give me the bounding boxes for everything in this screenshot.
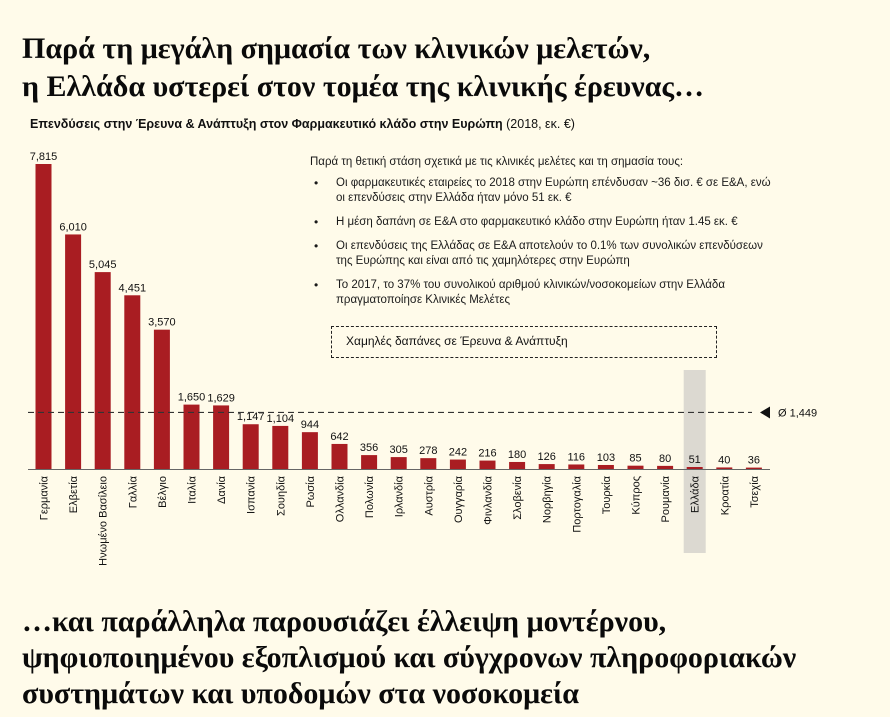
- bar: [272, 425, 289, 469]
- category-label: Βέλγιο: [157, 476, 169, 508]
- category-label: Ρουμανία: [660, 475, 672, 522]
- category-label: Ισπανία: [246, 475, 258, 514]
- category-label: Σουηδία: [275, 475, 287, 516]
- bar: [716, 467, 733, 469]
- bar-value-label: 36: [748, 455, 760, 467]
- bar: [686, 467, 703, 469]
- bar: [65, 234, 82, 469]
- category-label: Κροατία: [719, 475, 731, 515]
- bar-value-label: 40: [718, 454, 730, 466]
- bar: [449, 459, 466, 469]
- bar: [301, 432, 318, 469]
- category-label: Νορβηγία: [542, 475, 554, 523]
- bar-value-label: 216: [478, 448, 496, 460]
- category-label: Ιρλανδία: [394, 475, 406, 517]
- notes-bullet: Το 2017, το 37% του συνολικού αριθμού κλ…: [310, 278, 780, 308]
- bar-value-label: 1,629: [207, 392, 235, 404]
- bar-value-label: 85: [629, 453, 641, 465]
- notes-panel: Παρά τη θετική στάση σχετικά με τις κλιν…: [310, 155, 780, 317]
- category-label: Σλοβενία: [512, 475, 524, 519]
- category-label: Ιταλία: [187, 475, 199, 504]
- bar: [568, 464, 585, 469]
- bar-value-label: 5,045: [89, 259, 117, 271]
- category-label: Δανία: [216, 475, 228, 504]
- bar: [420, 458, 437, 469]
- bar-value-label: 278: [419, 445, 437, 457]
- headline-bottom-line-3: συστημάτων και υποδομών στα νοσοκομεία: [22, 677, 580, 710]
- headline-bottom-line-1: …και παράλληλα παρουσιάζει έλλειψη μοντέ…: [22, 605, 667, 638]
- bar-value-label: 51: [689, 454, 701, 466]
- bar: [242, 424, 259, 469]
- bar: [331, 443, 348, 469]
- chart-title: Επενδύσεις στην Έρευνα & Ανάπτυξη στον Φ…: [30, 117, 575, 131]
- category-label: Γερμανία: [39, 475, 51, 520]
- category-label: Ουγγαρία: [453, 475, 465, 523]
- notes-bullet: Οι φαρμακευτικές εταιρείες το 2018 στην …: [310, 176, 780, 206]
- bar: [657, 465, 674, 469]
- headline-top-line-2: η Ελλάδα υστερεί στον τομέα της κλινικής…: [22, 70, 705, 103]
- category-label: Ελβετία: [68, 475, 80, 513]
- bar-value-label: 1,147: [237, 411, 265, 423]
- bar: [538, 464, 555, 469]
- average-label: Ø 1,449: [778, 407, 817, 419]
- category-label: Πορτογαλία: [571, 475, 583, 532]
- category-label: Ηνωμένο Βασίλειο: [98, 476, 110, 566]
- bar: [597, 464, 614, 469]
- notes-bullet: Η μέση δαπάνη σε Ε&Α στο φαρμακευτικό κλ…: [310, 215, 780, 230]
- bar: [627, 465, 644, 469]
- category-label: Ελλάδα: [690, 475, 702, 513]
- bar-value-label: 80: [659, 453, 671, 465]
- bar-value-label: 1,104: [267, 413, 295, 425]
- bar-value-label: 126: [538, 451, 556, 463]
- category-label: Ολλανδία: [335, 475, 347, 522]
- bar-value-label: 356: [360, 442, 378, 454]
- average-marker: [760, 406, 770, 419]
- category-label: Φινλανδία: [483, 475, 495, 524]
- notes-intro: Παρά τη θετική στάση σχετικά με τις κλιν…: [310, 156, 684, 168]
- bar-value-label: 944: [301, 419, 319, 431]
- bar: [361, 455, 378, 469]
- bar-value-label: 642: [330, 431, 348, 443]
- bar-value-label: 3,570: [148, 317, 176, 329]
- callout-box: Χαμηλές δαπάνες σε Έρευνα & Ανάπτυξη: [331, 326, 717, 358]
- category-label: Κύπρος: [631, 476, 643, 515]
- category-label: Πολωνία: [364, 475, 376, 518]
- bar: [213, 405, 230, 469]
- chart-title-main: Επενδύσεις στην Έρευνα & Ανάπτυξη στον Φ…: [30, 117, 503, 131]
- bar-value-label: 7,815: [30, 151, 58, 163]
- category-label: Ρωσία: [305, 475, 317, 507]
- highlight-band: [683, 370, 706, 553]
- bar: [153, 329, 170, 469]
- bar: [509, 461, 526, 469]
- bar-value-label: 242: [449, 447, 467, 459]
- headline-bottom-line-2: ψηφιοποιημένου εξοπλισμού και σύγχρονων …: [22, 641, 797, 674]
- notes-bullet: Οι επενδύσεις της Ελλάδας σε Ε&Α αποτελο…: [310, 239, 780, 269]
- bar: [745, 467, 762, 469]
- bar-value-label: 1,650: [178, 392, 206, 404]
- bar: [124, 295, 141, 469]
- bar-value-label: 180: [508, 449, 526, 461]
- bar: [94, 272, 111, 469]
- bar: [390, 457, 407, 469]
- bar: [479, 460, 496, 469]
- bar: [35, 164, 52, 469]
- category-label: Αυστρία: [423, 475, 435, 515]
- category-label: Τσεχία: [749, 475, 761, 507]
- bar-value-label: 103: [597, 452, 615, 464]
- category-label: Γαλλία: [127, 475, 139, 508]
- headline-top-line-1: Παρά τη μεγάλη σημασία των κλινικών μελε…: [22, 32, 651, 65]
- headline-top: Παρά τη μεγάλη σημασία των κλινικών μελε…: [22, 30, 704, 106]
- bar-value-label: 116: [568, 451, 586, 463]
- chart-title-sub: (2018, εκ. €): [506, 117, 575, 131]
- bar-value-label: 6,010: [59, 221, 87, 233]
- bar-value-label: 305: [390, 444, 408, 456]
- bar-value-label: 4,451: [119, 282, 147, 294]
- bar: [183, 404, 200, 469]
- category-label: Τουρκία: [601, 475, 613, 514]
- headline-bottom: …και παράλληλα παρουσιάζει έλλειψη μοντέ…: [22, 604, 796, 712]
- notes-list: Οι φαρμακευτικές εταιρείες το 2018 στην …: [310, 176, 780, 308]
